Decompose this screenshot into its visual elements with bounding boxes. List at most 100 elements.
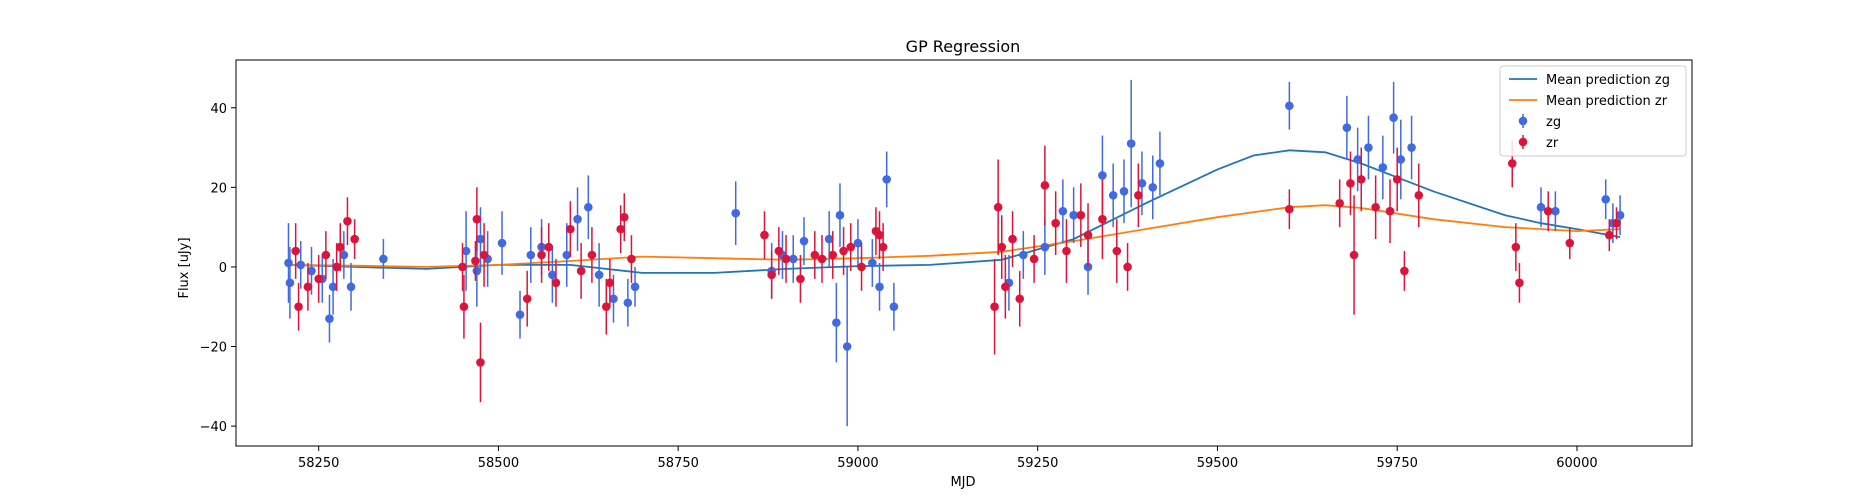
data-point	[767, 270, 776, 280]
plot-frame	[235, 59, 1693, 447]
data-point	[1385, 206, 1395, 216]
data-point	[1515, 278, 1524, 288]
data-point	[339, 250, 349, 260]
y-axis: −40 −20 0 20 40	[200, 102, 236, 435]
data-point	[587, 250, 597, 260]
data-point	[1040, 181, 1050, 190]
data-point	[857, 262, 866, 272]
legend: Mean prediction zg Mean prediction zr zg zr	[1499, 65, 1687, 157]
data-point	[1285, 101, 1294, 111]
data-point	[839, 246, 848, 256]
data-point	[1119, 187, 1129, 196]
data-point	[576, 266, 586, 276]
data-point	[1083, 230, 1093, 240]
data-point	[1001, 282, 1010, 292]
data-point	[1400, 266, 1409, 276]
data-point	[303, 282, 313, 292]
data-point	[573, 214, 582, 224]
data-point	[842, 342, 852, 351]
y-tick-label: −20	[200, 341, 227, 356]
data-point	[325, 314, 334, 323]
x-tick-label: 59500	[1197, 456, 1238, 471]
data-point	[1349, 250, 1359, 260]
data-point	[1396, 155, 1406, 164]
data-point	[1414, 190, 1424, 200]
data-point	[566, 224, 575, 234]
data-point	[997, 242, 1007, 252]
legend-label: zr	[1546, 136, 1559, 151]
legend-box	[1499, 65, 1687, 157]
data-point	[835, 210, 845, 220]
data-point	[788, 254, 798, 264]
data-point	[1605, 230, 1614, 240]
data-point	[853, 238, 863, 248]
data-point	[828, 250, 838, 260]
data-point	[1407, 143, 1416, 152]
y-tick-label: 0	[219, 261, 227, 276]
data-point	[1069, 210, 1078, 220]
data-point	[627, 254, 636, 264]
series-zr	[291, 139, 1621, 403]
data-point	[882, 175, 892, 184]
data-point	[458, 262, 467, 272]
x-tick-label: 58750	[658, 456, 699, 471]
data-point	[630, 282, 640, 292]
data-point	[321, 250, 331, 260]
chart-title: GP Regression	[906, 37, 1021, 56]
data-point	[1051, 218, 1060, 228]
data-point	[1342, 123, 1352, 132]
data-point	[1356, 175, 1366, 184]
data-point	[810, 250, 820, 260]
data-point	[846, 242, 856, 252]
legend-label: Mean prediction zr	[1546, 94, 1668, 109]
data-point	[562, 250, 572, 260]
data-point	[343, 216, 352, 226]
plot-content	[284, 79, 1625, 427]
data-point	[616, 224, 625, 234]
data-point	[1029, 254, 1039, 264]
data-point	[1378, 163, 1388, 172]
data-point	[1507, 159, 1517, 168]
data-point	[332, 262, 341, 272]
data-point	[594, 270, 604, 280]
data-point	[1612, 218, 1621, 228]
data-point	[1389, 113, 1398, 123]
data-point	[291, 246, 300, 256]
plot-area	[235, 59, 1693, 447]
data-point	[471, 256, 480, 266]
data-point	[294, 302, 303, 312]
data-point	[1058, 206, 1068, 216]
x-tick-label: 60000	[1556, 456, 1597, 471]
data-point	[522, 294, 532, 304]
x-tick-label: 59250	[1017, 456, 1058, 471]
data-point	[875, 230, 884, 240]
data-point	[1371, 202, 1380, 212]
data-point	[551, 278, 561, 288]
data-point	[601, 302, 611, 312]
y-tick-label: 20	[210, 181, 227, 196]
data-point	[781, 254, 791, 264]
data-point	[760, 230, 769, 240]
data-point	[1536, 202, 1546, 212]
data-point	[284, 258, 293, 268]
data-point	[479, 250, 489, 260]
data-point	[526, 250, 536, 260]
data-point	[1098, 214, 1107, 224]
legend-point-swatch	[1518, 137, 1528, 147]
data-point	[1083, 262, 1093, 272]
data-point	[619, 212, 629, 222]
data-point	[1392, 175, 1402, 184]
data-point	[1364, 143, 1373, 152]
data-point	[1543, 206, 1553, 216]
data-point	[1112, 246, 1122, 256]
data-point	[1148, 183, 1158, 192]
data-point	[731, 208, 741, 218]
data-point	[1285, 204, 1294, 214]
data-point	[285, 278, 295, 288]
data-point	[605, 278, 615, 288]
y-tick-label: 40	[210, 102, 227, 117]
data-point	[993, 202, 1003, 212]
data-point	[461, 246, 471, 256]
legend-label: Mean prediction zg	[1546, 73, 1670, 88]
